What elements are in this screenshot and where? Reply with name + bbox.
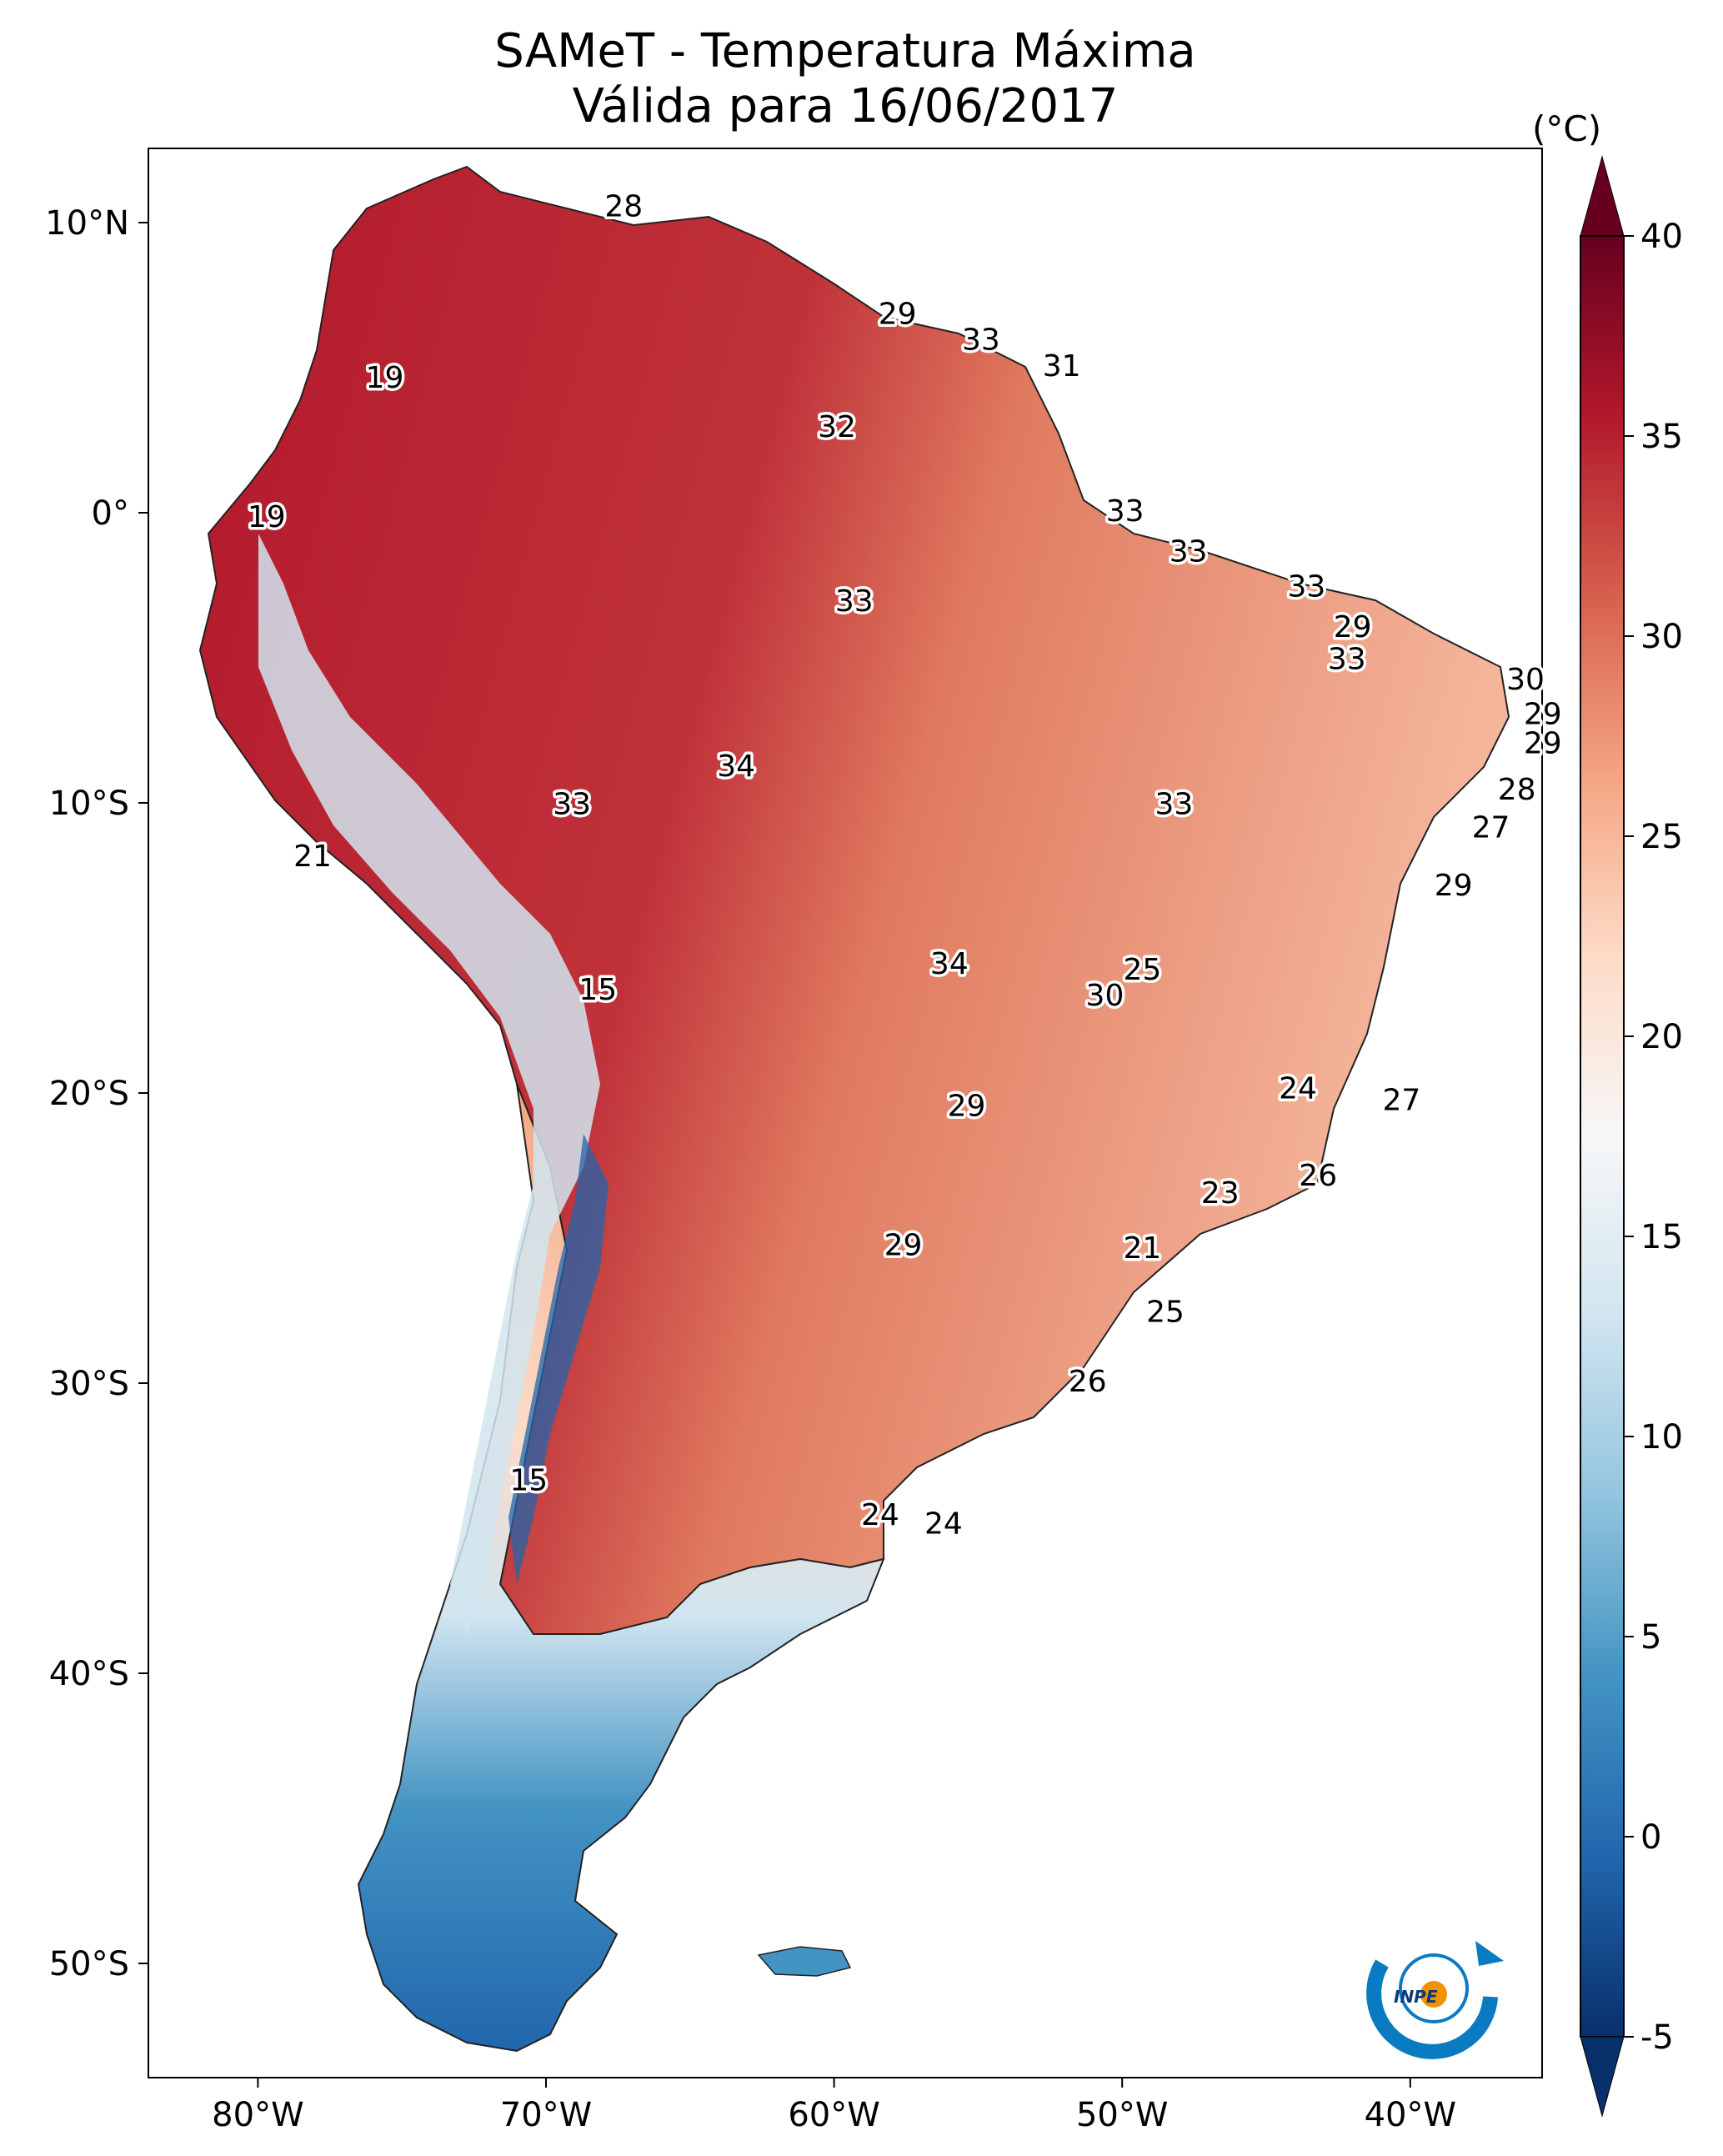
y-tick-label: 30°S <box>49 1365 129 1403</box>
temperature-label: 21 <box>1123 1231 1161 1266</box>
colorbar-tick-label: 40 <box>1640 218 1683 256</box>
y-tick-label: 0° <box>92 494 129 533</box>
temperature-label: 33 <box>1328 642 1366 676</box>
colorbar-body <box>1580 235 1625 2038</box>
colorbar-tick-label: 5 <box>1640 1618 1661 1657</box>
falkland-islands <box>757 1946 852 1977</box>
colorbar-tick-label: 35 <box>1640 418 1683 456</box>
temperature-label: 33 <box>835 584 874 619</box>
x-tick-label: 50°W <box>1076 2096 1168 2134</box>
temperature-label: 19 <box>248 500 286 534</box>
temperature-label: 33 <box>962 323 1000 358</box>
colorbar-tick-label: 25 <box>1640 818 1683 856</box>
temperature-label: 29 <box>1334 610 1372 644</box>
andes-cold-band <box>258 534 600 1634</box>
temperature-label: 27 <box>1472 810 1510 845</box>
y-tick-label: 10°S <box>49 785 129 823</box>
x-axis-ticks <box>257 2078 1411 2088</box>
temperature-label: 21 <box>293 840 332 874</box>
colorbar-tick-label: 30 <box>1640 618 1683 656</box>
temperature-label: 30 <box>1086 979 1124 1013</box>
colorbar-tick-label: -5 <box>1640 2018 1674 2057</box>
colorbar-bottom-extend <box>1580 2036 1625 2118</box>
temperature-label: 29 <box>879 297 917 331</box>
temperature-label: 27 <box>1383 1083 1421 1117</box>
temperature-label: 34 <box>717 750 755 784</box>
temperature-label: 31 <box>1043 349 1081 384</box>
temperature-label: 29 <box>1524 698 1562 732</box>
colorbar-unit: (°C) <box>1532 108 1602 149</box>
colorbar-top-extend <box>1580 155 1625 237</box>
y-axis-ticks <box>138 222 148 1964</box>
temperature-label: 34 <box>930 947 969 981</box>
temperature-label: 33 <box>1155 787 1194 821</box>
temperature-label: 33 <box>553 787 591 821</box>
temperature-label: 28 <box>1498 773 1536 807</box>
temperature-label: 29 <box>948 1089 986 1123</box>
colorbar-tick-label: 10 <box>1640 1418 1683 1457</box>
andes-deep-cold <box>508 1134 609 1584</box>
temperature-label: 29 <box>1524 726 1562 760</box>
x-tick-label: 40°W <box>1365 2096 1456 2134</box>
temperature-label: 15 <box>509 1463 548 1497</box>
svg-text:INPE: INPE <box>1394 1987 1438 2007</box>
x-axis-labels: 80°W 70°W 60°W 50°W 40°W <box>212 2096 1456 2134</box>
temperature-label: 25 <box>1146 1295 1185 1329</box>
temperature-label: 33 <box>1106 494 1144 529</box>
temperature-label: 25 <box>1123 953 1161 987</box>
colorbar-tick-label: 20 <box>1640 1018 1683 1056</box>
temperature-label: 24 <box>1279 1072 1317 1106</box>
colorbar: 40 35 30 25 20 15 10 5 0 -5 <box>1580 155 1683 2118</box>
temperature-label: 28 <box>604 190 643 224</box>
y-tick-label: 10°N <box>45 204 129 243</box>
x-tick-label: 70°W <box>500 2096 592 2134</box>
temperature-label: 24 <box>924 1507 963 1542</box>
temperature-label: 29 <box>884 1228 923 1262</box>
y-axis-labels: 10°N 0° 10°S 20°S 30°S 40°S 50°S <box>45 204 129 1983</box>
y-tick-label: 50°S <box>49 1945 129 1983</box>
inpe-logo-icon: INPE <box>1366 1941 1504 2059</box>
south-america-landmass <box>198 165 1510 2053</box>
temperature-label: 26 <box>1069 1365 1107 1399</box>
landmass-north <box>198 165 1510 1635</box>
temperature-label: 33 <box>1287 569 1325 604</box>
x-tick-label: 80°W <box>212 2096 303 2134</box>
temperature-label: 26 <box>1299 1159 1337 1193</box>
temperature-label: 29 <box>1435 869 1473 903</box>
temperature-label: 23 <box>1201 1176 1240 1211</box>
temperature-label: 24 <box>861 1498 899 1532</box>
temperature-label: 33 <box>1170 535 1208 569</box>
map-title: SAMeT - Temperatura Máxima <box>494 24 1196 78</box>
temperature-label: 15 <box>579 973 617 1007</box>
x-tick-label: 60°W <box>788 2096 879 2134</box>
y-tick-label: 20°S <box>49 1075 129 1113</box>
landmass-south <box>357 1083 885 2053</box>
colorbar-tick-label: 15 <box>1640 1218 1683 1256</box>
colorbar-tick-label: 0 <box>1640 1818 1661 1857</box>
colorbar-ticks: 40 35 30 25 20 15 10 5 0 -5 <box>1624 218 1683 2057</box>
temperature-label: 30 <box>1506 663 1545 697</box>
temperature-label: 32 <box>818 410 856 444</box>
y-tick-label: 40°S <box>49 1655 129 1693</box>
temperature-label: 19 <box>366 361 404 395</box>
map-subtitle: Válida para 16/06/2017 <box>572 79 1119 133</box>
